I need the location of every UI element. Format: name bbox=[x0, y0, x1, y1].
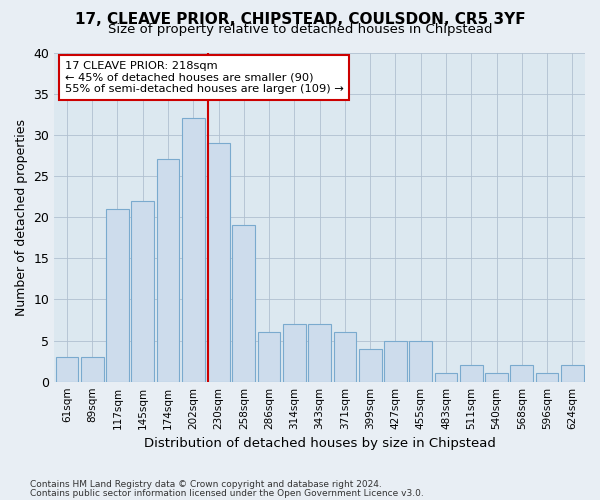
X-axis label: Distribution of detached houses by size in Chipstead: Distribution of detached houses by size … bbox=[144, 437, 496, 450]
Bar bbox=[207, 143, 230, 382]
Bar bbox=[460, 365, 482, 382]
Text: Contains public sector information licensed under the Open Government Licence v3: Contains public sector information licen… bbox=[30, 488, 424, 498]
Bar bbox=[511, 365, 533, 382]
Bar bbox=[258, 332, 280, 382]
Bar bbox=[157, 160, 179, 382]
Text: 17 CLEAVE PRIOR: 218sqm
← 45% of detached houses are smaller (90)
55% of semi-de: 17 CLEAVE PRIOR: 218sqm ← 45% of detache… bbox=[65, 60, 344, 94]
Text: Contains HM Land Registry data © Crown copyright and database right 2024.: Contains HM Land Registry data © Crown c… bbox=[30, 480, 382, 489]
Bar bbox=[434, 374, 457, 382]
Bar bbox=[561, 365, 584, 382]
Text: 17, CLEAVE PRIOR, CHIPSTEAD, COULSDON, CR5 3YF: 17, CLEAVE PRIOR, CHIPSTEAD, COULSDON, C… bbox=[74, 12, 526, 28]
Bar bbox=[131, 200, 154, 382]
Text: Size of property relative to detached houses in Chipstead: Size of property relative to detached ho… bbox=[108, 22, 492, 36]
Bar bbox=[182, 118, 205, 382]
Bar bbox=[232, 226, 255, 382]
Bar bbox=[81, 357, 104, 382]
Bar bbox=[409, 340, 432, 382]
Bar bbox=[334, 332, 356, 382]
Bar bbox=[56, 357, 78, 382]
Bar bbox=[308, 324, 331, 382]
Bar bbox=[359, 349, 382, 382]
Y-axis label: Number of detached properties: Number of detached properties bbox=[15, 118, 28, 316]
Bar bbox=[106, 209, 129, 382]
Bar bbox=[283, 324, 306, 382]
Bar bbox=[536, 374, 559, 382]
Bar bbox=[384, 340, 407, 382]
Bar bbox=[485, 374, 508, 382]
